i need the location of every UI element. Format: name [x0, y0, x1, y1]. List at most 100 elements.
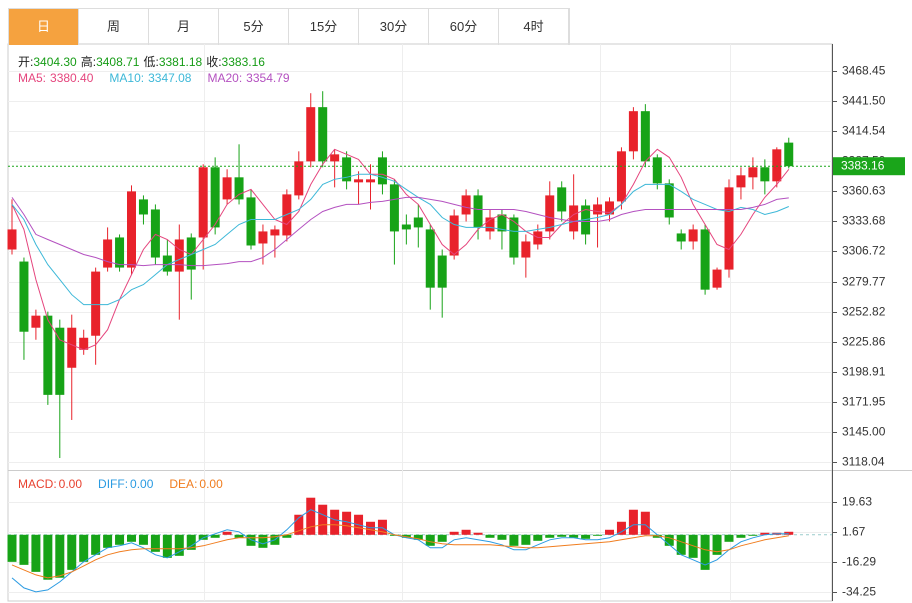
- candle-body: [318, 107, 328, 162]
- candle-body: [270, 229, 280, 236]
- legend-value: 0.00: [199, 477, 223, 491]
- candle-body: [234, 177, 244, 200]
- macd-bar: [569, 534, 579, 538]
- candle-body: [772, 149, 782, 182]
- y-tick-label: 1.67: [842, 525, 866, 539]
- candle-body: [210, 167, 220, 228]
- candle-body: [664, 183, 674, 218]
- candle-body: [485, 217, 495, 232]
- y-tick-label: 3252.82: [842, 305, 886, 319]
- y-tick-label: 19.63: [842, 495, 872, 509]
- macd-bar: [437, 534, 447, 542]
- y-tick-label: 3333.68: [842, 214, 886, 228]
- candle-body: [688, 229, 698, 242]
- legend-item: DEA: 0.00: [169, 477, 230, 491]
- ma-item: MA20: 3354.79: [207, 71, 297, 85]
- y-tick-label: 3468.45: [842, 64, 886, 78]
- macd-bar: [234, 534, 244, 538]
- candle-body: [760, 167, 770, 182]
- candle-body: [545, 195, 555, 232]
- tab[interactable]: 周: [79, 9, 149, 45]
- candle-body: [43, 315, 53, 395]
- candle-body: [521, 241, 531, 258]
- macd-bar: [628, 509, 638, 535]
- macd-line: [11, 524, 789, 579]
- macd-bar: [318, 504, 328, 535]
- candle-body: [246, 197, 256, 246]
- ma-value: 3347.08: [148, 71, 192, 85]
- y-tick-label: 3171.95: [842, 395, 886, 409]
- macd-bar: [7, 534, 17, 562]
- y-tick-label: 3360.63: [842, 184, 886, 198]
- candle-body: [473, 195, 483, 228]
- info-item: 开:3404.30: [18, 55, 77, 69]
- info-label: 高:: [80, 55, 97, 69]
- macd-bar: [473, 532, 483, 535]
- candle-body: [91, 271, 101, 336]
- info-value: 3383.16: [221, 55, 265, 69]
- ma-name: MA20:: [207, 71, 243, 85]
- ma-value: 3354.79: [246, 71, 290, 85]
- candle-body: [784, 142, 794, 167]
- macd-bar: [581, 534, 591, 539]
- legend-item: DIFF: 0.00: [98, 477, 161, 491]
- tab[interactable]: 日: [9, 9, 79, 45]
- candle-body: [593, 204, 603, 215]
- macd-bar: [676, 534, 686, 555]
- ma-name: MA10:: [109, 71, 145, 85]
- ma-line: [11, 173, 789, 306]
- tab[interactable]: 60分: [429, 9, 499, 45]
- last-price-label: 3383.16: [841, 158, 885, 172]
- macd-bar: [425, 534, 435, 546]
- candle-body: [127, 191, 136, 268]
- macd-bar: [664, 534, 674, 546]
- ma-line: [11, 196, 789, 267]
- tab[interactable]: 4时: [499, 9, 569, 45]
- macd-bar: [533, 534, 543, 541]
- candle-body: [389, 184, 399, 232]
- tab[interactable]: 月: [149, 9, 219, 45]
- candle-body: [198, 167, 208, 238]
- candle-body: [366, 179, 375, 183]
- candle-body: [724, 187, 734, 270]
- y-tick-label: -16.29: [842, 555, 876, 569]
- tab[interactable]: 15分: [289, 9, 359, 45]
- candle-body: [748, 167, 758, 178]
- candle-body: [306, 107, 316, 162]
- ma-legend: MA5: 3380.40 MA10: 3347.08 MA20: 3354.79: [18, 71, 306, 85]
- macd-bar: [545, 534, 555, 538]
- info-item: 低:3381.18: [143, 55, 202, 69]
- candle-body: [676, 233, 686, 242]
- macd-bar: [222, 531, 232, 535]
- macd-bar: [79, 534, 89, 562]
- candle-body: [162, 255, 172, 272]
- macd-bar: [509, 534, 519, 546]
- y-tick-label: 3441.50: [842, 94, 886, 108]
- y-tick-label: -34.25: [842, 585, 876, 599]
- macd-bar: [282, 534, 292, 538]
- macd-bar: [91, 534, 101, 555]
- info-item: 高:3408.71: [81, 55, 140, 69]
- macd-bar: [174, 534, 184, 556]
- tab[interactable]: 5分: [219, 9, 289, 45]
- macd-bar: [138, 534, 148, 545]
- macd-bar: [103, 534, 113, 548]
- candle-body: [712, 269, 722, 288]
- ma-item: MA5: 3380.40: [18, 71, 101, 85]
- macd-bar: [485, 534, 495, 538]
- y-tick-label: 3118.04: [842, 455, 885, 469]
- tab[interactable]: 30分: [359, 9, 429, 45]
- info-value: 3404.30: [33, 55, 77, 69]
- candle-body: [449, 215, 459, 256]
- macd-bar: [616, 521, 626, 535]
- macd-bar: [127, 534, 136, 542]
- macd-bar: [115, 534, 125, 545]
- macd-bar: [449, 531, 459, 535]
- macd-bar: [258, 534, 268, 548]
- y-tick-label: 3145.00: [842, 425, 886, 439]
- macd-bar: [210, 534, 220, 538]
- candle-body: [557, 187, 567, 212]
- candle-body: [377, 157, 387, 185]
- candle-body: [628, 111, 638, 152]
